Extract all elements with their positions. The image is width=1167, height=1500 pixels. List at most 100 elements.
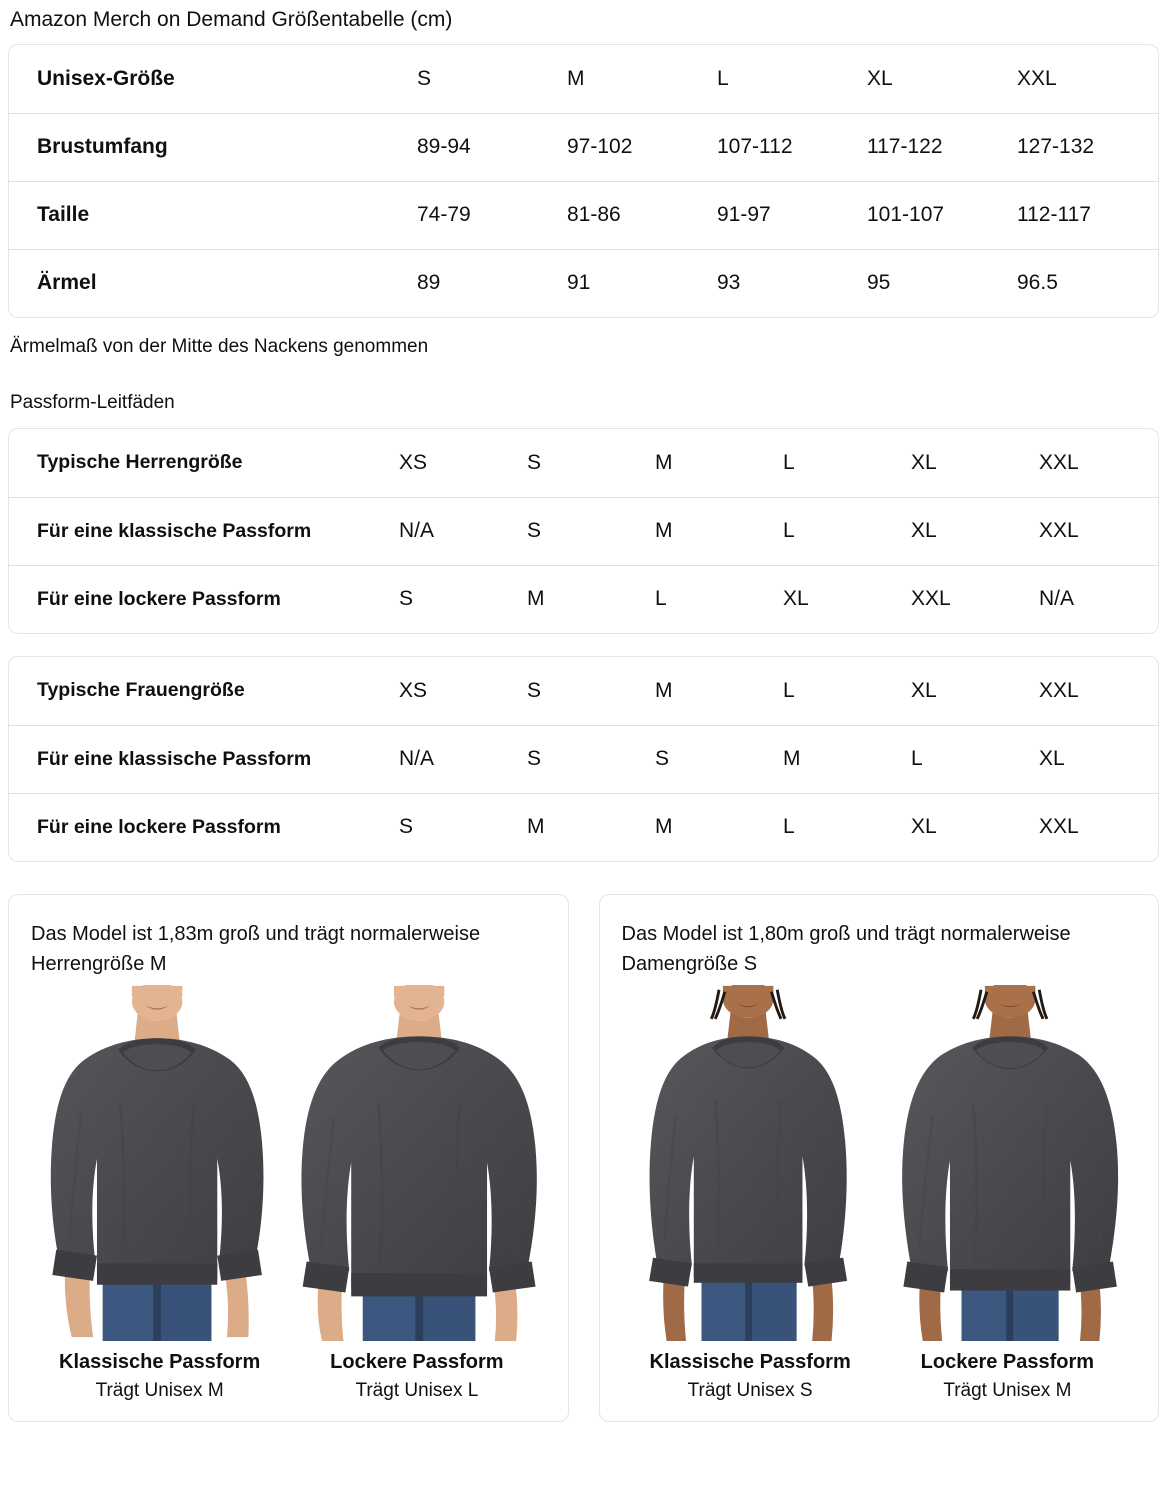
row-label: Für eine klassische Passform xyxy=(9,497,399,566)
cell: M xyxy=(655,657,783,726)
row-label: Für eine klassische Passform xyxy=(9,725,399,794)
fit-sub: Trägt Unisex L xyxy=(355,1380,479,1401)
cell: 95 xyxy=(867,271,891,295)
row-label: Für eine lockere Passform xyxy=(37,587,281,610)
cell: 89 xyxy=(417,271,441,295)
female-figures xyxy=(622,985,1137,1341)
female-relaxed-fit-photo xyxy=(884,985,1136,1341)
cell: XXL xyxy=(1039,815,1079,839)
womens-fit-table-card: Typische Frauengröße XS S M L XL XXL Für… xyxy=(8,656,1159,862)
cell: 89-94 xyxy=(417,113,567,182)
womens-fit-table: Typische Frauengröße XS S M L XL XXL Für… xyxy=(9,657,1158,861)
cell: S xyxy=(527,497,655,566)
table-row: Taille 74-79 81-86 91-97 101-107 112-117 xyxy=(9,181,1158,250)
row-label: Typische Herrengröße xyxy=(9,429,399,498)
cell: 81-86 xyxy=(567,181,717,250)
page-title: Amazon Merch on Demand Größentabelle (cm… xyxy=(10,8,453,31)
table-gap xyxy=(8,634,1159,656)
fit-sub: Trägt Unisex S xyxy=(687,1380,813,1401)
cell: 117-122 xyxy=(867,113,1017,182)
row-label: Taille xyxy=(9,181,417,250)
cell: M xyxy=(655,429,783,498)
cell: S xyxy=(399,587,414,611)
cell: XS xyxy=(399,429,527,498)
model-caption: Das Model ist 1,83m groß und trägt norma… xyxy=(31,923,481,975)
cell: 96.5 xyxy=(1017,271,1058,295)
cell: N/A xyxy=(399,497,527,566)
cell: S xyxy=(527,725,655,794)
cell: M xyxy=(567,45,717,114)
size-table-card: Unisex-Größe S M L XL XXL Brustumfang 89… xyxy=(8,44,1159,318)
cell: 97-102 xyxy=(567,113,717,182)
table-row: Für eine klassische Passform N/A S S M L… xyxy=(9,725,1158,794)
cell: XXL xyxy=(1039,429,1158,498)
sleeve-measurement-note: Ärmelmaß von der Mitte des Nackens genom… xyxy=(10,336,429,357)
cell: S xyxy=(399,815,414,839)
cell: N/A xyxy=(1039,587,1075,611)
cell: XL xyxy=(911,815,937,839)
cell: XL xyxy=(1039,725,1158,794)
cell: L xyxy=(783,815,795,839)
male-classic-fit-label: Klassische Passform Trägt Unisex M xyxy=(31,1347,288,1405)
cell: L xyxy=(911,725,1039,794)
cell: 91 xyxy=(567,271,591,295)
size-table: Unisex-Größe S M L XL XXL Brustumfang 89… xyxy=(9,45,1158,317)
male-relaxed-fit-illustration xyxy=(301,985,538,1341)
cell: 127-132 xyxy=(1017,113,1158,182)
cell: M xyxy=(783,725,911,794)
cell: M xyxy=(655,497,783,566)
table-row: Für eine klassische Passform N/A S M L X… xyxy=(9,497,1158,566)
female-fit-labels: Klassische Passform Trägt Unisex S Locke… xyxy=(622,1347,1137,1405)
mens-fit-table: Typische Herrengröße XS S M L XL XXL Für… xyxy=(9,429,1158,633)
table-row: Für eine lockere Passform S M L XL XXL N… xyxy=(9,565,1158,633)
male-classic-fit-photo xyxy=(31,985,283,1341)
male-figures xyxy=(31,985,546,1341)
female-classic-fit-illustration xyxy=(648,985,847,1341)
female-relaxed-fit-illustration xyxy=(901,985,1118,1341)
table-row: Für eine lockere Passform S M M L XL XXL xyxy=(9,793,1158,861)
row-label: Brustumfang xyxy=(9,113,417,182)
cell: XS xyxy=(399,657,527,726)
male-relaxed-fit-figure-col xyxy=(293,985,545,1341)
cell: L xyxy=(783,429,911,498)
cell: XXL xyxy=(911,587,951,611)
table-row: Typische Frauengröße XS S M L XL XXL xyxy=(9,657,1158,726)
cell: N/A xyxy=(399,725,527,794)
table-row: Ärmel 89 91 93 95 96.5 xyxy=(9,249,1158,317)
cell: 107-112 xyxy=(717,113,867,182)
male-classic-fit-illustration xyxy=(50,985,264,1341)
cell: XXL xyxy=(1039,497,1158,566)
fit-name: Klassische Passform xyxy=(59,1351,261,1373)
male-model-card: Das Model ist 1,83m groß und trägt norma… xyxy=(8,894,569,1422)
cell: 93 xyxy=(717,271,741,295)
table-row: Brustumfang 89-94 97-102 107-112 117-122… xyxy=(9,113,1158,182)
cell: 112-117 xyxy=(1017,181,1158,250)
cell: XL xyxy=(911,657,1039,726)
female-classic-fit-label: Klassische Passform Trägt Unisex S xyxy=(622,1347,879,1405)
row-label: Für eine lockere Passform xyxy=(37,815,281,838)
female-classic-fit-photo xyxy=(622,985,874,1341)
model-caption: Das Model ist 1,80m groß und trägt norma… xyxy=(621,923,1071,975)
female-classic-fit-figure-col xyxy=(622,985,874,1341)
cell: 91-97 xyxy=(717,181,867,250)
fit-sub: Trägt Unisex M xyxy=(95,1380,224,1401)
fit-name: Klassische Passform xyxy=(649,1351,851,1373)
row-label: Unisex-Größe xyxy=(9,45,417,114)
cell: XL xyxy=(911,429,1039,498)
cell: S xyxy=(527,429,655,498)
cell: S xyxy=(417,45,567,114)
cell: L xyxy=(783,657,911,726)
female-relaxed-fit-figure-col xyxy=(884,985,1136,1341)
table-row: Unisex-Größe S M L XL XXL xyxy=(9,45,1158,114)
cell: S xyxy=(527,657,655,726)
row-label: Ärmel xyxy=(37,271,97,295)
row-label: Typische Frauengröße xyxy=(9,657,399,726)
cell: XXL xyxy=(1017,45,1158,114)
cell: L xyxy=(655,587,667,611)
male-relaxed-fit-photo xyxy=(293,985,545,1341)
cell: 74-79 xyxy=(417,181,567,250)
fit-name: Lockere Passform xyxy=(920,1351,1095,1373)
male-relaxed-fit-label: Lockere Passform Trägt Unisex L xyxy=(288,1347,545,1405)
model-cards-row: Das Model ist 1,83m groß und trägt norma… xyxy=(8,894,1159,1422)
fit-guides-label: Passform-Leitfäden xyxy=(10,392,175,413)
